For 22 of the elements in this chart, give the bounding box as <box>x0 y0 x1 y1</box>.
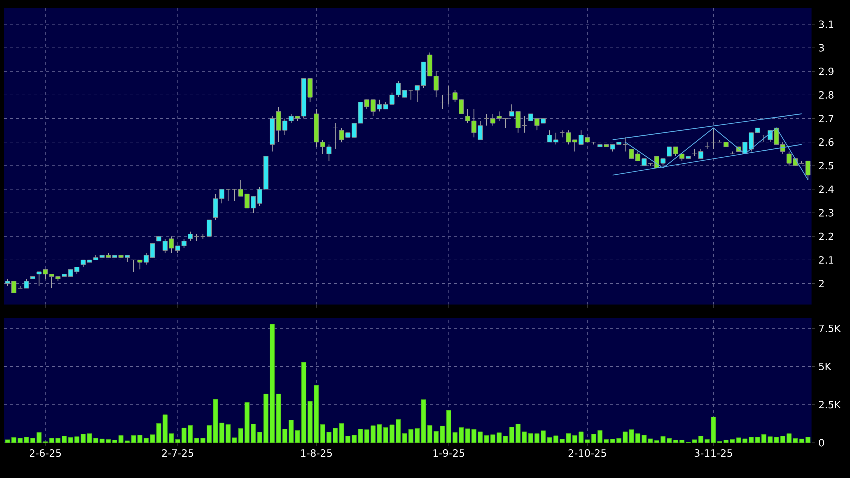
x-tick-label: 3-11-25 <box>694 450 732 458</box>
y-tick-label: 2.5 <box>819 162 834 170</box>
y-tick-label: 2.9 <box>819 68 834 76</box>
y-tick-label: 7.5K <box>819 324 842 332</box>
x-tick-label: 2-6-25 <box>30 450 62 458</box>
y-tick-label: 2.4 <box>819 186 834 194</box>
x-tick-label: 2-7-25 <box>162 450 194 458</box>
y-tick-label: 3.1 <box>819 20 834 28</box>
y-tick-label: 2.1 <box>819 256 834 264</box>
y-tick-label: 0 <box>819 439 824 447</box>
y-tick-label: 2 <box>819 280 824 288</box>
y-tick-label: 2.2 <box>819 232 834 240</box>
y-tick-label: 3 <box>819 44 824 52</box>
x-tick-label: 1-8-25 <box>301 450 332 458</box>
y-tick-label: 2.5K <box>819 401 842 409</box>
x-tick-label: 2-10-25 <box>568 450 606 458</box>
y-tick-label: 2.7 <box>819 115 834 122</box>
y-tick-label: 2.3 <box>819 209 834 217</box>
y-tick-label: 2.8 <box>819 91 834 99</box>
y-tick-label: 5K <box>819 363 832 370</box>
x-tick-label: 1-9-25 <box>434 450 464 458</box>
y-tick-label: 2.6 <box>819 138 834 146</box>
